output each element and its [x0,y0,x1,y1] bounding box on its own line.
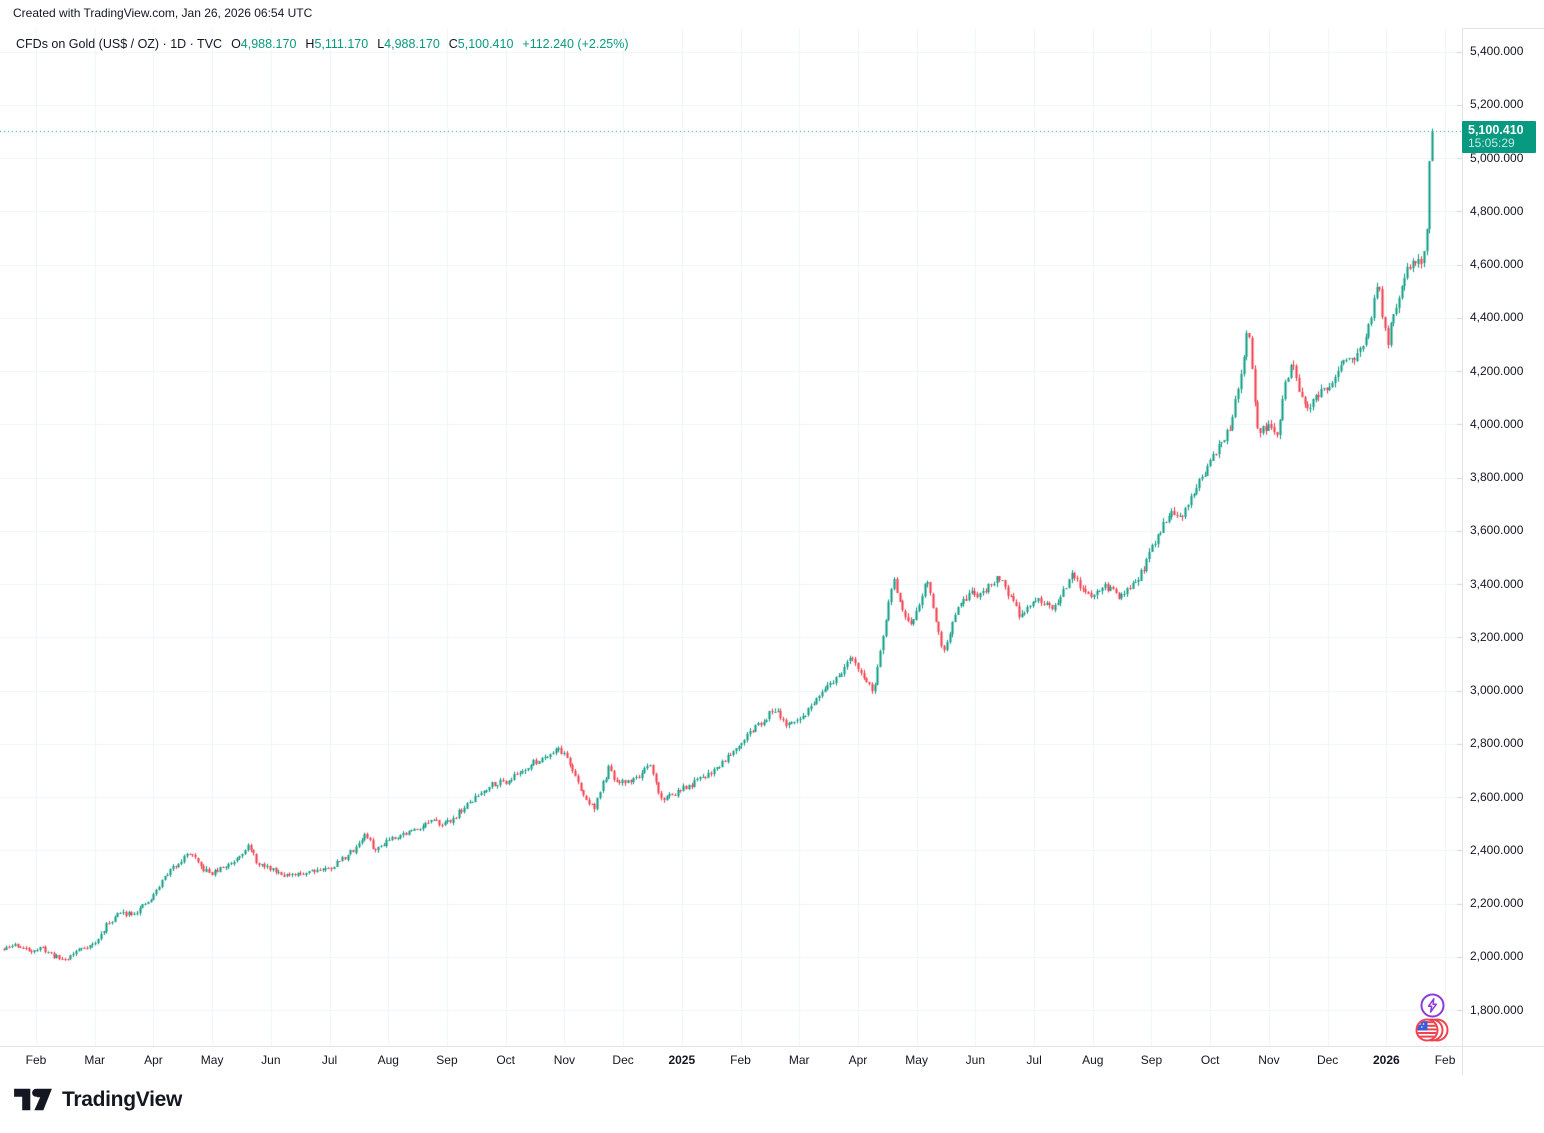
time-axis-label: Apr [144,1053,163,1067]
price-axis-label: 3,800.000 [1470,470,1524,485]
price-axis-label: 3,400.000 [1470,576,1524,591]
time-axis-label: 2025 [668,1053,696,1067]
time-axis-label: Feb [730,1053,751,1067]
tradingview-logo[interactable]: TradingView [13,1086,182,1113]
time-axis-label: Jun [965,1053,986,1067]
time-axis-label: May [200,1053,224,1067]
economic-event-lightning-icon[interactable] [1419,992,1446,1019]
candlestick-chart-canvas[interactable] [0,28,1462,1046]
time-axis-label: Jun [261,1053,281,1067]
time-axis-label: Sep [436,1053,458,1067]
time-axis-label: Mar [788,1053,810,1067]
last-price-value: 5,100.410 [1468,122,1524,137]
time-axis-label: Oct [496,1053,515,1067]
economic-event-flag-icon[interactable] [1414,1016,1450,1044]
last-price-badge: 5,100.410 15:05:29 [1462,120,1536,153]
time-axis-label: Nov [1258,1053,1280,1067]
price-axis-label: 2,400.000 [1470,842,1524,857]
time-axis-separator [0,1046,1544,1047]
price-axis-label: 4,600.000 [1470,257,1524,272]
legend-low: L4,988.170 [377,37,440,51]
symbol-title: CFDs on Gold (US$ / OZ) · 1D · TVC [16,37,223,51]
price-axis-label: 5,400.000 [1470,44,1524,59]
time-axis-label: Nov [553,1053,576,1067]
price-axis-label: 5,200.000 [1470,97,1524,112]
price-axis-label: 3,600.000 [1470,523,1524,538]
time-axis-label: Sep [1140,1053,1163,1067]
time-axis[interactable]: Feb Mar Apr May Jun Jul Aug Sep Oct Nov Dec 2025 Feb… [0,1047,1462,1075]
time-axis-label: Jul [1026,1053,1042,1067]
price-axis-label: 2,800.000 [1470,736,1524,751]
price-axis-label: 2,600.000 [1470,789,1524,804]
price-axis-label: 2,200.000 [1470,896,1524,911]
price-axis-separator [1462,28,1463,1075]
price-axis-label: 1,800.000 [1470,1002,1524,1017]
price-axis-label: 4,200.000 [1470,363,1524,378]
legend-high: H5,111.170 [305,37,369,51]
legend-change: +112.240 (+2.25%) [522,37,629,51]
time-axis-label: Dec [1316,1053,1339,1067]
time-axis-label: Oct [1200,1053,1220,1067]
price-axis-label: 2,000.000 [1470,949,1524,964]
tradingview-logo-text: TradingView [62,1087,183,1111]
bar-countdown: 15:05:29 [1468,135,1515,150]
price-axis-label: 3,200.000 [1470,629,1524,644]
time-axis-label: Aug [377,1053,399,1067]
time-axis-label: Feb [1434,1053,1456,1067]
price-axis-label: 3,000.000 [1470,683,1524,698]
time-axis-label: Jul [321,1053,338,1067]
time-axis-label: Mar [84,1053,106,1067]
time-axis-label: Feb [25,1053,47,1067]
price-axis-label: 4,400.000 [1470,310,1524,325]
price-axis-label: 4,000.000 [1470,416,1524,431]
price-axis[interactable]: 5,400.000 5,200.000 5,000.000 4,800.000 4,60… [1462,28,1544,1046]
price-axis-label: 5,000.000 [1470,150,1524,165]
price-axis-label: 4,800.000 [1470,203,1524,218]
legend-close: C5,100.410 [448,37,514,51]
symbol-legend: CFDs on Gold (US$ / OZ) · 1D · TVC O4,98… [16,37,629,51]
attribution-text: Created with TradingView.com, Jan 26, 20… [13,6,313,20]
time-axis-label: Dec [612,1053,634,1067]
time-axis-label: Apr [848,1053,868,1067]
time-axis-label: 2026 [1372,1053,1400,1067]
time-axis-label: May [905,1053,928,1067]
legend-open: O4,988.170 [231,37,297,51]
tradingview-logo-glyph [14,1088,52,1111]
time-axis-label: Aug [1082,1053,1104,1067]
